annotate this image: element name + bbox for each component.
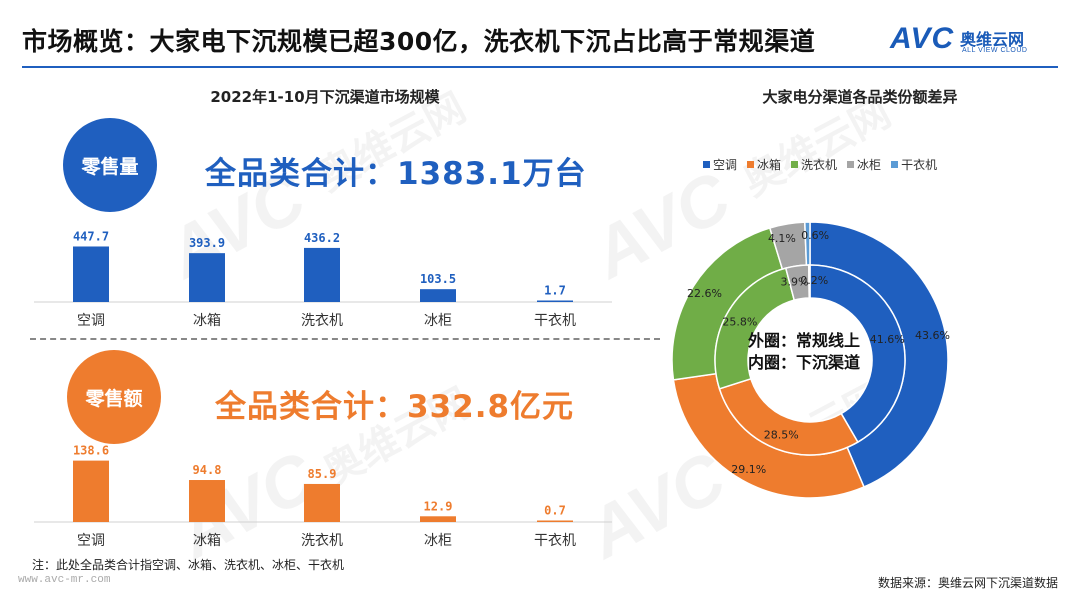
right-chart-title: 大家电分渠道各品类份额差异 xyxy=(762,88,958,106)
page-title: 市场概览：大家电下沉规模已超300亿，洗衣机下沉占比高于常规渠道 xyxy=(22,27,816,56)
volume-value-label: 436.2 xyxy=(304,231,340,245)
value-value-label: 12.9 xyxy=(424,499,453,513)
value-value-label: 0.7 xyxy=(544,504,566,518)
volume-category-label: 冰箱 xyxy=(193,313,221,329)
donut-center-text: 外圈：常规线上 内圈：下沉渠道 xyxy=(748,330,860,374)
donut-chart: 43.6% 29.1% 22.6% 4.1% 0.6% 41.6% 28.5% 25.8% 3.… xyxy=(671,221,950,499)
value-total: 全品类合计：332.8亿元 xyxy=(215,389,575,425)
legend-item: 冰箱 xyxy=(747,156,781,173)
volume-value-label: 1.7 xyxy=(544,284,566,298)
volume-bar xyxy=(420,289,456,302)
outer-ring-label: 0.6% xyxy=(801,229,829,242)
legend-swatch xyxy=(747,161,755,168)
value-bar xyxy=(537,520,573,522)
logo-en: ALL VIEW CLOUD xyxy=(962,47,1028,54)
inner-ring-label: 28.5% xyxy=(764,429,799,442)
volume-total: 全品类合计：1383.1万台 xyxy=(205,156,587,192)
legend-swatch xyxy=(791,161,799,168)
volume-bar xyxy=(537,300,573,302)
volume-category-label: 空调 xyxy=(77,313,105,329)
inner-ring-label: 25.8% xyxy=(722,315,757,328)
legend-item: 洗衣机 xyxy=(791,156,837,173)
volume-value-label: 103.5 xyxy=(420,272,456,286)
volume-bar xyxy=(73,246,109,302)
volume-value-label: 447.7 xyxy=(73,229,109,243)
legend-label: 洗衣机 xyxy=(801,158,838,172)
value-bar-chart: 138.6 空调 94.8 冰箱 85.9 洗衣机 12.9 冰柜 0.7 干衣机 xyxy=(34,444,612,549)
outer-ring-label: 4.1% xyxy=(768,232,796,245)
volume-category-label: 冰柜 xyxy=(424,313,452,329)
footnote: 注：此处全品类合计指空调、冰箱、洗衣机、冰柜、干衣机 xyxy=(32,558,345,572)
website-url: www.avc-mr.com xyxy=(18,574,111,586)
inner-ring-slice xyxy=(808,264,811,299)
value-category-label: 洗衣机 xyxy=(301,533,343,549)
header-divider xyxy=(22,66,1058,68)
inner-ring-label: 0.2% xyxy=(800,274,828,287)
value-bar xyxy=(189,480,225,522)
section-divider xyxy=(30,338,660,340)
value-value-label: 138.6 xyxy=(73,444,109,458)
logo-cn: 奥维云网 xyxy=(960,30,1025,49)
volume-badge: 零售量 xyxy=(63,118,157,212)
value-bar xyxy=(304,483,340,522)
value-value-label: 94.8 xyxy=(193,463,222,477)
avc-logo: AVC 奥维云网 ALL VIEW CLOUD xyxy=(890,24,1060,60)
outer-ring-label: 43.6% xyxy=(915,329,950,342)
legend-swatch xyxy=(703,161,710,168)
volume-category-label: 洗衣机 xyxy=(301,313,343,329)
value-category-label: 干衣机 xyxy=(534,533,576,549)
inner-ring-slice xyxy=(809,264,906,444)
legend-item: 冰柜 xyxy=(847,156,881,173)
value-bar xyxy=(73,460,109,522)
legend-label: 干衣机 xyxy=(901,158,938,172)
volume-bar-chart: 447.7 空调 393.9 冰箱 436.2 洗衣机 103.5 冰柜 1.7 干衣机 xyxy=(34,229,612,329)
value-value-label: 85.9 xyxy=(308,467,337,481)
legend-item: 干衣机 xyxy=(891,156,937,173)
volume-value-label: 393.9 xyxy=(189,236,225,250)
data-source: 数据来源：奥维云网下沉渠道数据 xyxy=(877,576,1058,590)
outer-ring-label: 22.6% xyxy=(687,287,722,300)
legend-swatch xyxy=(891,161,899,168)
outer-ring-label: 29.1% xyxy=(731,463,766,476)
volume-bar xyxy=(189,253,225,302)
donut-legend: 空调 冰箱 洗衣机 冰柜 干衣机 xyxy=(703,156,937,173)
legend-label: 空调 xyxy=(713,158,738,172)
inner-ring-label: 41.6% xyxy=(870,333,905,346)
legend-swatch xyxy=(847,161,855,168)
volume-bar xyxy=(304,247,340,302)
value-bar xyxy=(420,516,456,522)
value-category-label: 冰箱 xyxy=(193,533,221,549)
donut-center-outer: 外圈：常规线上 xyxy=(748,331,861,350)
value-category-label: 空调 xyxy=(77,533,105,549)
value-category-label: 冰柜 xyxy=(424,533,452,549)
logo-mark: AVC xyxy=(890,22,955,55)
legend-item: 空调 xyxy=(703,156,737,173)
left-chart-title: 2022年1-10月下沉渠道市场规模 xyxy=(210,88,440,106)
value-badge: 零售额 xyxy=(67,350,161,444)
legend-label: 冰柜 xyxy=(857,158,882,172)
donut-center-inner: 内圈：下沉渠道 xyxy=(748,353,861,372)
legend-label: 冰箱 xyxy=(757,158,782,172)
volume-category-label: 干衣机 xyxy=(534,313,576,329)
inner-ring-label: 3.9% xyxy=(781,276,809,289)
